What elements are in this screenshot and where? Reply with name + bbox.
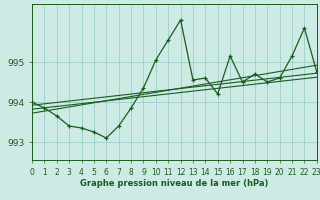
X-axis label: Graphe pression niveau de la mer (hPa): Graphe pression niveau de la mer (hPa) (80, 179, 268, 188)
